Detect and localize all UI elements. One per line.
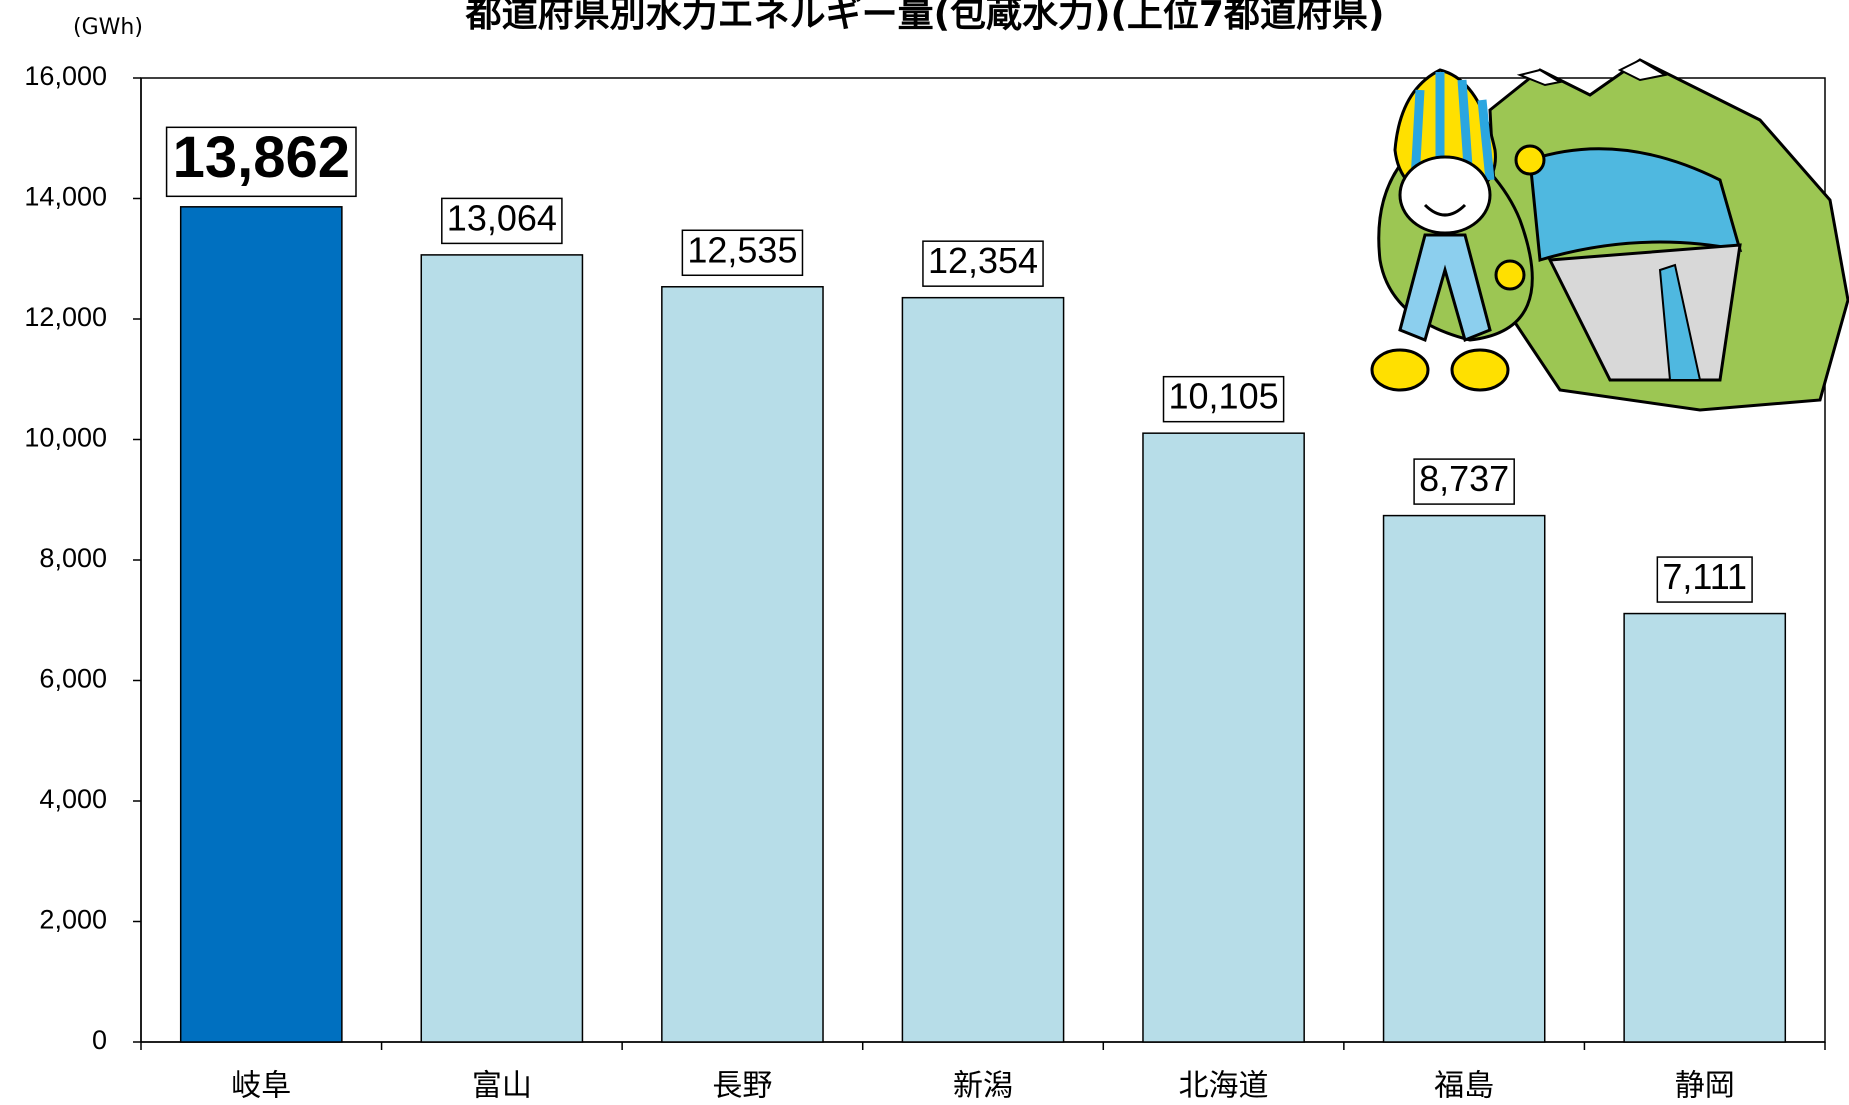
value-label-group: 8,737 (1413, 458, 1515, 505)
value-label-group: 13,064 (441, 197, 563, 245)
bar (179, 206, 343, 1043)
value-label: 13,862 (173, 125, 350, 190)
x-tick-label: 福島 (1434, 1069, 1494, 1104)
y-tick-label: 14,000 (24, 182, 107, 212)
x-tick-label: 長野 (712, 1069, 772, 1104)
value-label-box (922, 240, 1044, 287)
value-label-box (165, 126, 357, 198)
y-tick-label: 10,000 (24, 423, 107, 453)
value-label-group: 13,862 (165, 125, 357, 198)
y-unit: (GWh) (73, 15, 143, 40)
value-label-box (1162, 375, 1285, 423)
bar (901, 296, 1065, 1043)
value-label-group: 7,111 (1656, 556, 1753, 603)
bar (1142, 432, 1305, 1043)
value-label-box (1656, 556, 1753, 603)
y-tick-label: 4,000 (39, 784, 107, 814)
value-label-group: 10,105 (1162, 375, 1285, 423)
y-tick-label: 6,000 (39, 664, 107, 694)
y-tick-label: 16,000 (24, 61, 107, 91)
value-label: 12,535 (687, 229, 797, 270)
y-tick-label: 0 (92, 1025, 107, 1055)
value-label-box (1413, 458, 1515, 505)
value-label: 12,354 (928, 240, 1038, 281)
illustration (1370, 58, 1849, 412)
y-tick-label: 12,000 (24, 302, 107, 332)
x-tick-label: 静岡 (1675, 1069, 1735, 1104)
bar (1623, 612, 1787, 1043)
value-label: 13,064 (447, 197, 557, 238)
bar (661, 286, 824, 1043)
value-label: 7,111 (1662, 556, 1747, 597)
x-tick-label: 富山 (472, 1069, 532, 1104)
y-tick-label: 8,000 (39, 543, 107, 573)
bar (420, 254, 584, 1043)
value-label: 8,737 (1419, 458, 1509, 499)
x-tick-label: 新潟 (953, 1069, 1013, 1104)
value-label-box (441, 197, 563, 245)
x-tick-label: 北海道 (1179, 1069, 1269, 1104)
value-label-group: 12,354 (922, 240, 1044, 287)
bar (1382, 514, 1546, 1043)
y-tick-label: 2,000 (39, 905, 107, 935)
value-label: 10,105 (1169, 376, 1279, 417)
value-label-box (681, 229, 804, 277)
x-tick-label: 岐阜 (231, 1069, 291, 1104)
value-label-group: 12,535 (681, 229, 804, 277)
chart-title: 都道府県別水力エネルギー量(包蔵水力)(上位7都道府県) (465, 0, 1385, 35)
